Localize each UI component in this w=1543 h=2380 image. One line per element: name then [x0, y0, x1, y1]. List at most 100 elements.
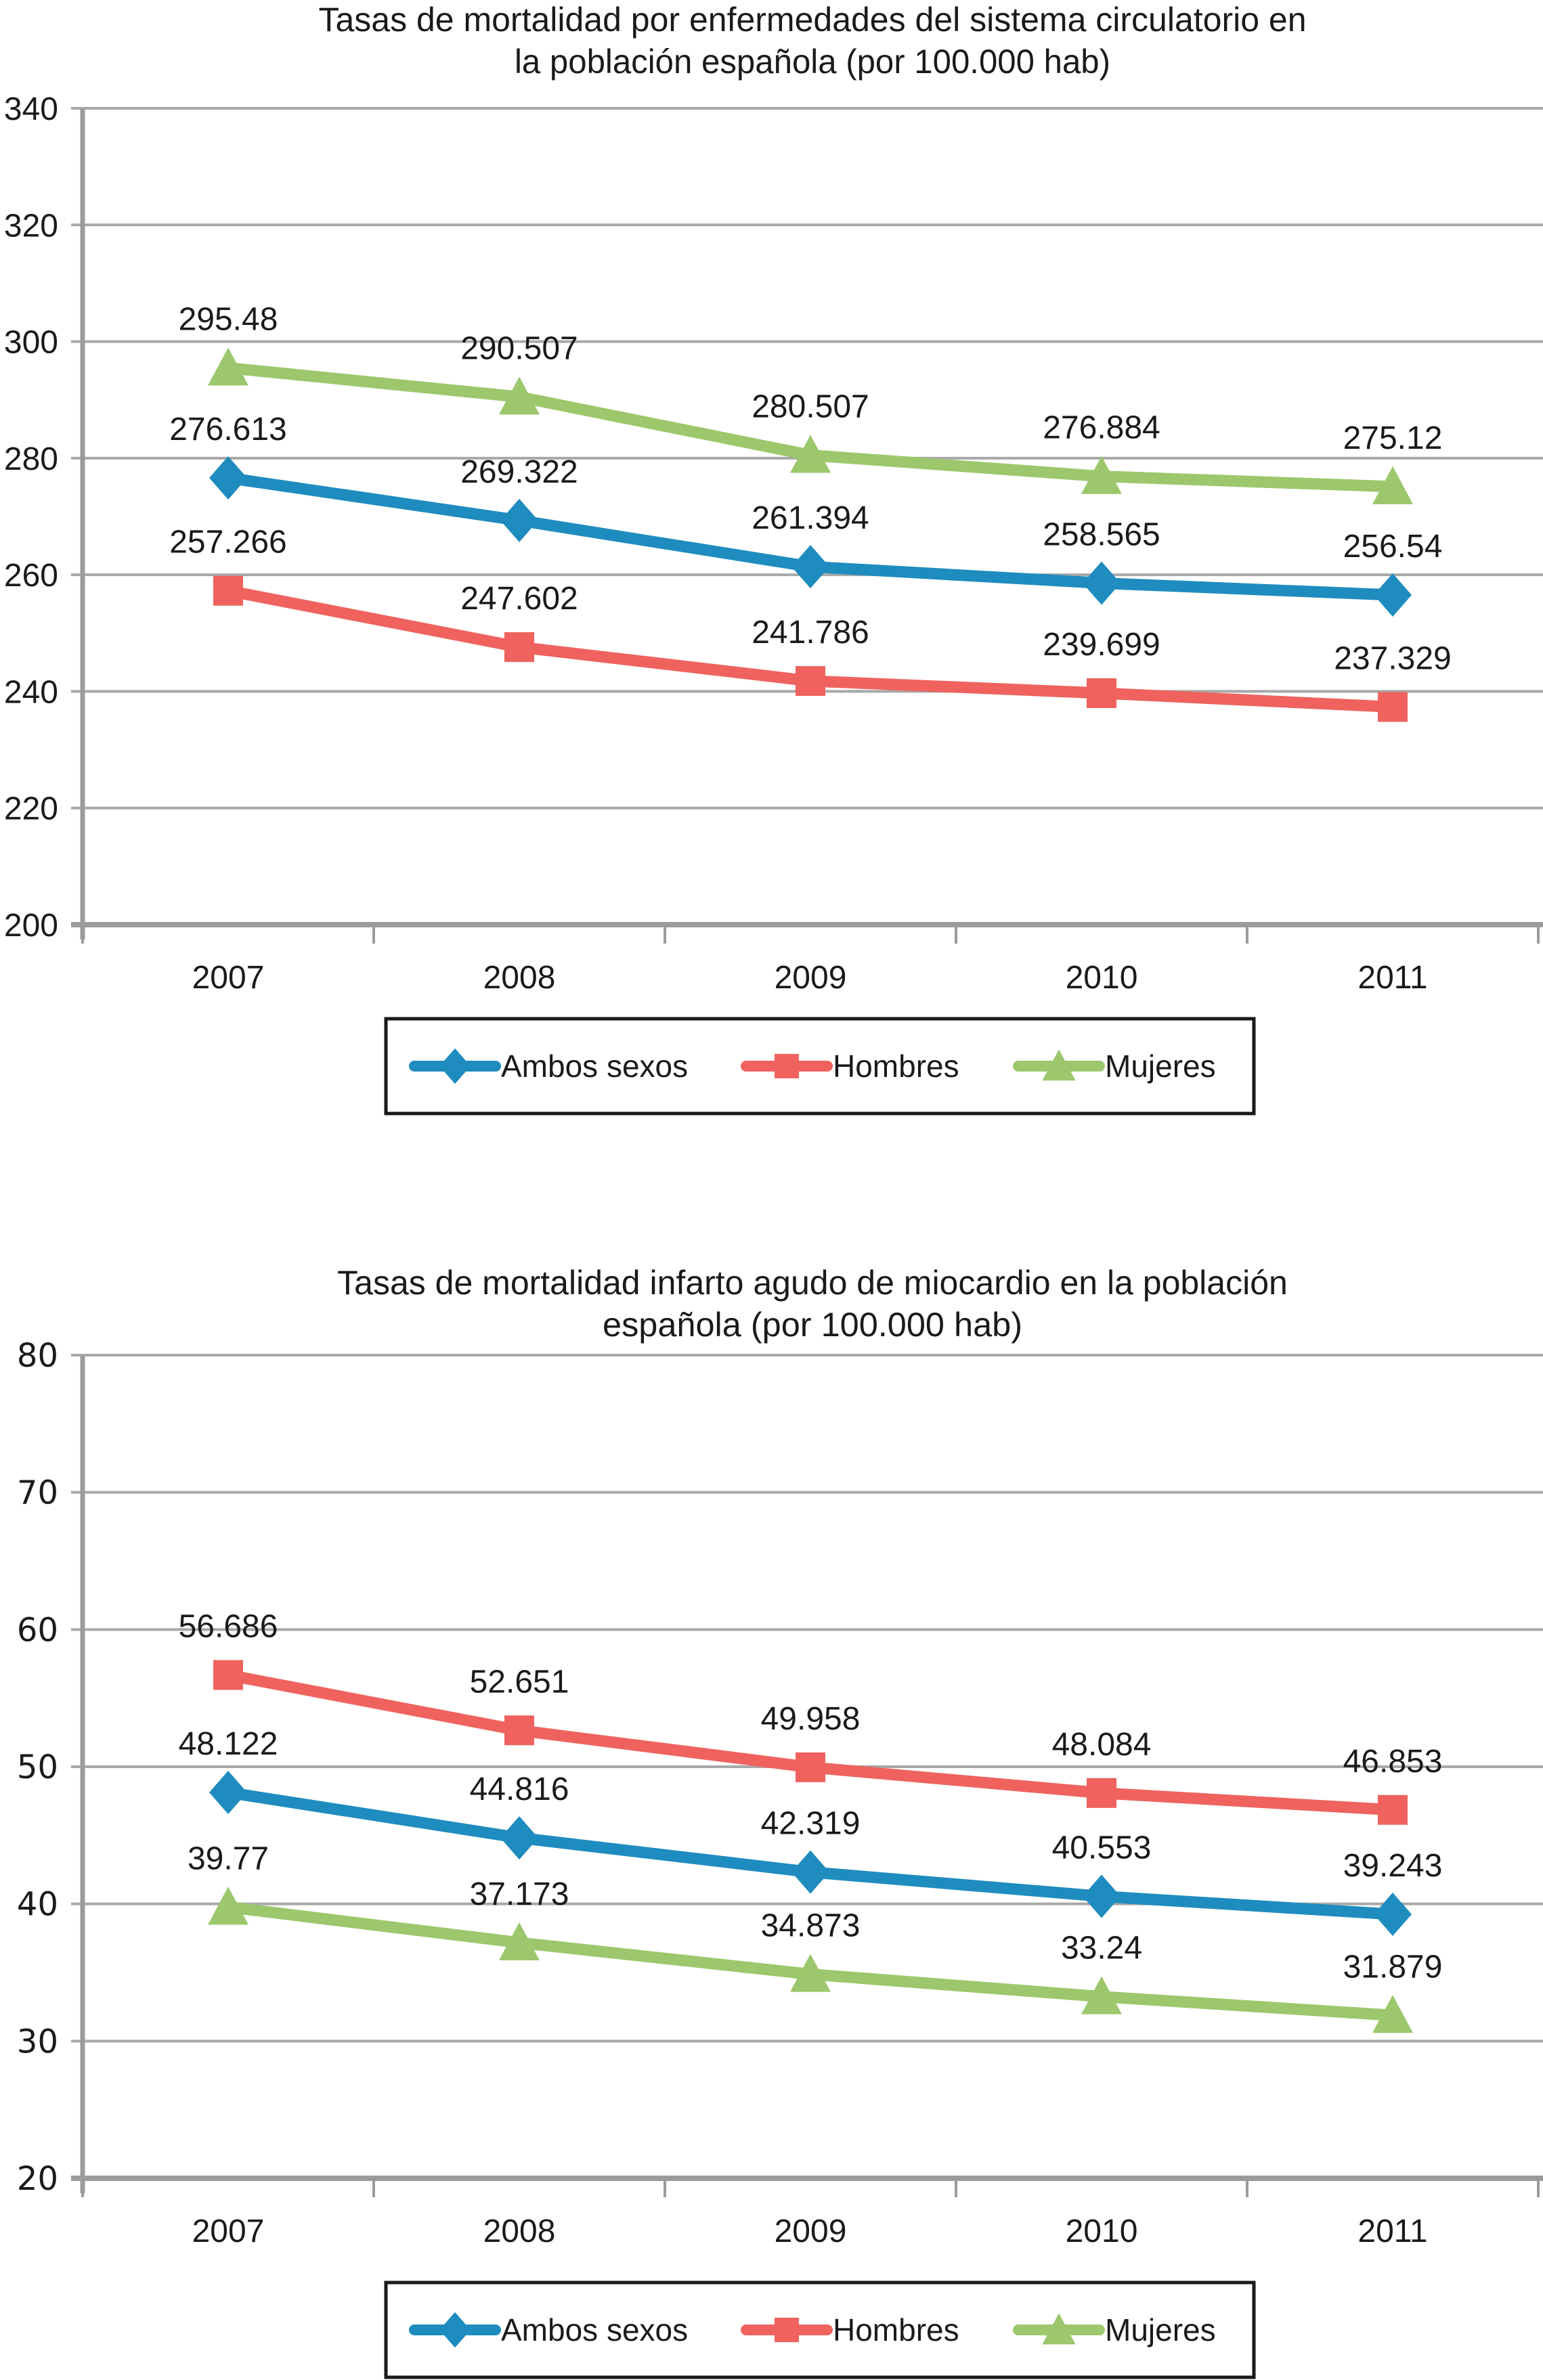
marker-triangle [1372, 466, 1413, 504]
marker-diamond [500, 1816, 538, 1860]
legend-marker-diamond [439, 2312, 471, 2348]
data-label: 34.873 [761, 1908, 861, 1944]
data-label: 258.565 [1043, 517, 1160, 553]
x-tick-label: 2011 [1357, 960, 1427, 996]
y-tick-label: 80 [17, 1337, 58, 1375]
y-tick-label: 220 [4, 791, 58, 827]
x-tick-label: 2009 [775, 960, 847, 996]
data-label: 40.553 [1052, 1830, 1152, 1866]
marker-diamond [791, 545, 829, 589]
marker-diamond [500, 498, 538, 542]
chart-title-line2: española (por 100.000 hab) [603, 1306, 1022, 1344]
data-label: 48.084 [1052, 1727, 1152, 1763]
marker-square [1087, 678, 1116, 709]
marker-diamond [791, 1850, 829, 1894]
x-tick-label: 2008 [483, 2213, 556, 2249]
marker-triangle [208, 1887, 248, 1925]
y-tick-label: 20 [17, 2160, 58, 2198]
y-tick-label: 40 [17, 1886, 58, 1924]
chart-title-line2: la población española (por 100.000 hab) [515, 43, 1110, 81]
y-tick-label: 280 [4, 441, 58, 477]
data-label: 37.173 [470, 1876, 569, 1912]
data-label: 295.48 [179, 302, 278, 338]
marker-square [504, 632, 534, 662]
legend-marker-square [774, 1053, 800, 1079]
data-label: 290.507 [460, 330, 578, 366]
data-label: 261.394 [752, 500, 869, 536]
marker-triangle [790, 435, 831, 473]
data-label: 52.651 [470, 1664, 569, 1700]
chart-title-line1: Tasas de mortalidad infarto agudo de mio… [337, 1264, 1288, 1302]
y-tick-label: 320 [4, 208, 58, 244]
data-label: 42.319 [761, 1806, 861, 1842]
marker-square [1378, 1794, 1408, 1825]
legend-label: Ambos sexos [501, 1049, 688, 1084]
data-label: 280.507 [752, 389, 869, 424]
x-tick-label: 2008 [483, 960, 556, 996]
legend-label: Mujeres [1105, 1049, 1216, 1084]
marker-triangle [499, 376, 540, 415]
data-label: 49.958 [761, 1701, 861, 1737]
chart-title-line1: Tasas de mortalidad por enfermedades del… [318, 1, 1306, 39]
legend-marker-triangle [1042, 2313, 1076, 2345]
marker-triangle [1081, 456, 1122, 494]
x-tick-label: 2010 [1066, 2213, 1138, 2249]
x-tick-label: 2007 [192, 2213, 265, 2249]
marker-triangle [1372, 1995, 1413, 2033]
data-label: 275.12 [1343, 420, 1443, 456]
marker-square [796, 666, 825, 697]
legend-label: Ambos sexos [501, 2312, 688, 2348]
y-tick-label: 60 [17, 1611, 58, 1649]
marker-square [504, 1715, 534, 1746]
data-label: 237.329 [1334, 640, 1452, 676]
data-label: 46.853 [1343, 1744, 1443, 1780]
data-label: 33.24 [1061, 1931, 1142, 1966]
legend-label: Mujeres [1105, 2312, 1216, 2348]
data-label: 39.243 [1343, 1848, 1443, 1884]
data-label: 48.122 [179, 1726, 278, 1762]
x-tick-label: 2007 [192, 960, 265, 996]
legend-label: Hombres [833, 2312, 959, 2348]
marker-diamond [209, 456, 247, 500]
marker-square [796, 1752, 825, 1782]
y-tick-label: 200 [4, 908, 58, 944]
marker-square [1087, 1778, 1116, 1808]
marker-square [213, 575, 243, 606]
data-label: 39.77 [188, 1841, 269, 1876]
data-label: 241.786 [752, 615, 869, 651]
marker-square [1378, 692, 1408, 722]
y-tick-label: 340 [4, 91, 58, 127]
y-tick-label: 240 [4, 674, 58, 710]
x-tick-label: 2010 [1066, 960, 1138, 996]
marker-square [213, 1660, 243, 1690]
marker-diamond [1374, 1893, 1412, 1937]
y-tick-label: 70 [17, 1474, 58, 1512]
data-label: 276.613 [169, 412, 287, 447]
series-line-hombres [227, 1669, 1393, 1816]
legend-label: Hombres [833, 1049, 959, 1084]
marker-diamond [209, 1771, 247, 1815]
marker-triangle [790, 1954, 831, 1992]
data-label: 56.686 [179, 1608, 278, 1644]
x-tick-label: 2009 [775, 2213, 847, 2249]
y-tick-label: 50 [17, 1748, 58, 1786]
data-label: 44.816 [470, 1771, 569, 1807]
legend-marker-triangle [1042, 1049, 1076, 1081]
data-label: 247.602 [460, 581, 578, 617]
data-label: 276.884 [1043, 410, 1160, 446]
marker-triangle [208, 347, 248, 386]
data-label: 257.266 [169, 525, 287, 560]
legend-marker-square [774, 2317, 800, 2343]
data-label: 269.322 [460, 454, 578, 490]
marker-triangle [499, 1922, 540, 1960]
marker-diamond [1083, 561, 1121, 605]
marker-triangle [1081, 1976, 1122, 2014]
data-label: 239.699 [1043, 627, 1160, 663]
y-tick-label: 30 [17, 2023, 58, 2061]
marker-diamond [1083, 1874, 1121, 1918]
marker-diamond [1374, 573, 1412, 617]
data-label: 256.54 [1343, 529, 1443, 565]
y-tick-label: 300 [4, 325, 58, 361]
